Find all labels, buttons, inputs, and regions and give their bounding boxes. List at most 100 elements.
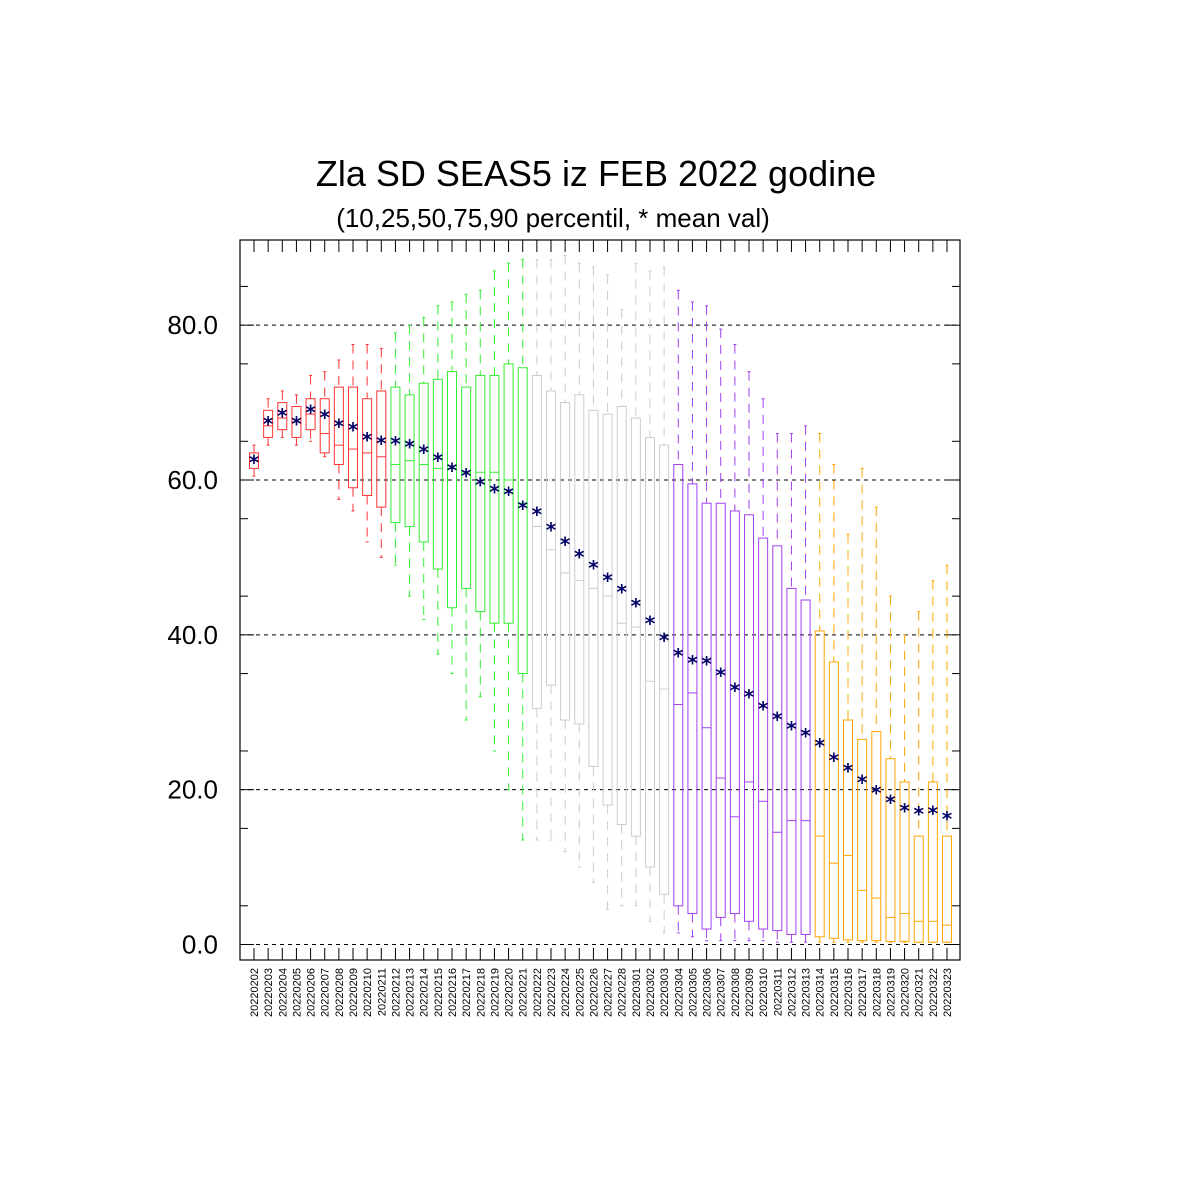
mean-marker: * (362, 428, 373, 452)
mean-marker: * (475, 473, 486, 497)
mean-marker: * (730, 678, 741, 702)
mean-marker: * (461, 464, 472, 488)
x-tick-label: 20220310 (758, 968, 770, 1017)
box-20220322 (927, 580, 938, 943)
mean-marker: * (291, 412, 302, 436)
iqr-box (885, 758, 896, 942)
iqr-box (489, 374, 500, 624)
gridlines (240, 324, 960, 946)
x-tick-label: 20220222 (532, 968, 544, 1017)
x-tick-label: 20220305 (687, 968, 699, 1017)
x-tick-label: 20220320 (900, 968, 912, 1017)
box-20220224 (560, 254, 571, 853)
x-tick-label: 20220313 (801, 968, 813, 1017)
iqr-box (899, 781, 910, 942)
y-tick-label: 40.0 (167, 620, 218, 650)
box-20220323 (942, 564, 952, 943)
x-tick-label: 20220216 (447, 968, 459, 1017)
mean-marker: * (418, 441, 429, 465)
box-20220204 (277, 390, 288, 438)
box-20220226 (588, 266, 599, 884)
box-20220319 (885, 595, 896, 943)
mean-marker: * (546, 518, 557, 542)
x-tick-label: 20220224 (560, 968, 572, 1017)
mean-marker: * (701, 652, 712, 676)
box-20220219 (489, 270, 500, 752)
x-tick-label: 20220304 (673, 968, 685, 1017)
iqr-box (447, 371, 457, 609)
chart-subtitle: (10,25,50,75,90 percentil, * mean val) (336, 203, 770, 233)
x-tick-label: 20220307 (716, 968, 728, 1017)
iqr-box (857, 738, 868, 942)
box-20220314 (814, 433, 825, 943)
x-tick-label: 20220202 (249, 968, 261, 1017)
x-tick-label: 20220309 (744, 968, 756, 1017)
iqr-box (772, 545, 783, 932)
box-20220316 (843, 533, 853, 943)
mean-marker: * (517, 496, 528, 520)
mean-marker: * (404, 435, 415, 459)
box-20220313 (800, 425, 811, 943)
x-tick-label: 20220220 (504, 968, 516, 1017)
mean-marker: * (744, 685, 755, 709)
x-tick-label: 20220308 (730, 968, 742, 1017)
x-tick-label: 20220218 (475, 968, 487, 1017)
iqr-box (673, 464, 684, 907)
box-20220220 (503, 262, 514, 791)
mean-marker: * (687, 651, 698, 675)
box-20220312 (786, 433, 797, 943)
x-tick-label: 20220302 (645, 968, 657, 1017)
iqr-box (560, 402, 571, 721)
mean-marker: * (871, 781, 882, 805)
iqr-box (927, 781, 938, 943)
mean-marker: * (843, 759, 854, 783)
x-tick-label: 20220301 (631, 968, 643, 1017)
x-tick-label: 20220221 (518, 968, 530, 1017)
mean-marker: * (829, 749, 840, 773)
iqr-box (319, 398, 330, 454)
x-tick-label: 20220317 (857, 968, 869, 1017)
mean-marker: * (334, 414, 345, 438)
box-20220310 (758, 398, 769, 942)
box-20220211 (376, 347, 387, 558)
box-20220228 (616, 309, 627, 907)
x-tick-label: 20220213 (405, 968, 417, 1017)
x-tick-label: 20220314 (815, 968, 827, 1017)
y-tick-label: 60.0 (167, 465, 218, 495)
x-tick-label: 20220315 (829, 968, 841, 1017)
box-20220212 (390, 332, 401, 566)
mean-marker: * (800, 724, 811, 748)
y-tick-label: 0.0 (182, 930, 218, 960)
x-tick-label: 20220204 (277, 968, 289, 1017)
iqr-box (517, 367, 528, 675)
box-20220303 (659, 266, 670, 934)
box-20220309 (744, 371, 754, 942)
mean-marker: * (489, 480, 500, 504)
iqr-box (814, 630, 825, 938)
mean-marker: * (376, 431, 387, 455)
box-20220302 (645, 270, 655, 922)
x-tick-label: 20220206 (306, 968, 318, 1017)
mean-marker: * (772, 708, 783, 732)
iqr-box (333, 386, 344, 466)
iqr-box (843, 719, 853, 941)
box-20220215 (432, 305, 443, 655)
iqr-box (942, 835, 952, 943)
mean-marker: * (758, 697, 769, 721)
x-tick-label: 20220225 (574, 968, 586, 1017)
iqr-box (574, 394, 585, 725)
iqr-box (461, 386, 472, 589)
iqr-box (701, 502, 712, 930)
x-tick-label: 20220210 (362, 968, 374, 1017)
iqr-box (475, 374, 486, 613)
box-20220205 (291, 394, 302, 446)
mean-markers: ** * * * * * * * * * * * * * * * * ** **** ** ***** * * ** * * * * *… (249, 400, 953, 830)
mean-marker: * (249, 451, 260, 475)
mean-marker: * (616, 580, 627, 604)
x-tick-label: 20220209 (348, 968, 360, 1017)
x-tick-label: 20220306 (702, 968, 714, 1017)
iqr-box (687, 483, 698, 915)
mean-marker: * (390, 432, 401, 456)
box-20220320 (899, 634, 910, 943)
iqr-box (546, 390, 556, 686)
